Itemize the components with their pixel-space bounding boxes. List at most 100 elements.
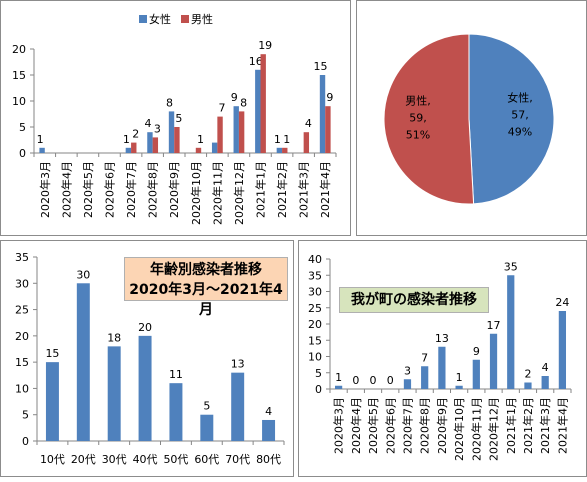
bar bbox=[125, 147, 132, 153]
bar bbox=[76, 283, 90, 441]
data-label: 4 bbox=[542, 361, 549, 374]
y-tick-label: 0 bbox=[315, 383, 322, 396]
data-label: 24 bbox=[555, 296, 569, 309]
age-chart-title-line1: 年齢別感染者推移 bbox=[150, 262, 262, 278]
y-tick-label: 25 bbox=[308, 302, 322, 315]
data-label: 0 bbox=[387, 374, 394, 387]
x-tick-label: 2020年3月 bbox=[38, 161, 52, 218]
age-chart: 0 5 10 15 20 25 30 35 15 30 18 20 11 5 13 4 10代 20代 30代 40代… bbox=[15, 251, 285, 466]
bar bbox=[319, 75, 326, 153]
data-label: 5 bbox=[175, 112, 182, 125]
data-label: 1 bbox=[283, 133, 290, 146]
x-tick-label: 2020年11月 bbox=[469, 397, 483, 461]
x-tick-label: 2021年4月 bbox=[318, 161, 332, 218]
x-tick-label: 2020年7月 bbox=[124, 161, 138, 218]
bar bbox=[334, 385, 343, 389]
data-label: 11 bbox=[169, 368, 183, 381]
y-tick-label: 25 bbox=[15, 304, 29, 317]
x-tick-label: 2021年2月 bbox=[275, 161, 289, 218]
pie-slice bbox=[468, 33, 555, 205]
bar bbox=[472, 359, 480, 389]
bar bbox=[507, 275, 515, 389]
x-tick-label: 2020年4月 bbox=[59, 161, 73, 218]
bar bbox=[403, 379, 412, 389]
y-tick-label: 0 bbox=[19, 147, 26, 160]
legend-label: 女性 bbox=[149, 12, 171, 26]
bar bbox=[260, 54, 266, 154]
data-label: 0 bbox=[370, 374, 377, 387]
data-label: 2 bbox=[132, 128, 139, 141]
x-tick-label: 60代 bbox=[194, 453, 219, 466]
age-chart-title-line2: 2020年3月～2021年4月 bbox=[129, 282, 283, 318]
town-chart-title: 我が町の感染者推移 bbox=[339, 287, 489, 313]
bar bbox=[233, 106, 239, 153]
x-tick-label: 2020年3月 bbox=[332, 397, 346, 454]
data-label: 5 bbox=[203, 400, 210, 413]
x-tick-label: 2020年9月 bbox=[167, 161, 181, 218]
x-tick-label: 2020年8月 bbox=[146, 161, 160, 218]
y-tick-label: 35 bbox=[308, 269, 322, 282]
bar bbox=[421, 366, 429, 389]
x-tick-label: 10代 bbox=[40, 453, 65, 466]
x-tick-label: 40代 bbox=[133, 453, 158, 466]
data-label: 17 bbox=[487, 319, 501, 332]
gender-monthly-chart-panel: 0 5 10 15 20 1 1 4 8 9 16 1 15 2 3 5 1 7 8 19 1 4 9 2020年3月 2020… bbox=[0, 0, 351, 236]
x-tick-label: 2020年11月 bbox=[210, 161, 224, 225]
y-tick-label: 30 bbox=[15, 277, 29, 290]
age-chart-title: 年齢別感染者推移 2020年3月～2021年4月 bbox=[124, 257, 288, 318]
data-label: 9 bbox=[326, 91, 333, 104]
y-tick-label: 20 bbox=[15, 330, 29, 343]
x-tick-label: 2021年1月 bbox=[254, 161, 268, 218]
bar bbox=[195, 147, 202, 153]
bar bbox=[168, 111, 175, 153]
data-label: 7 bbox=[219, 102, 226, 115]
y-tick-label: 15 bbox=[308, 334, 322, 347]
y-tick-label: 20 bbox=[12, 43, 26, 56]
bar bbox=[217, 116, 223, 153]
y-tick-label: 5 bbox=[19, 121, 26, 134]
x-tick-label: 2020年8月 bbox=[418, 397, 432, 454]
x-tick-label: 2020年7月 bbox=[400, 397, 414, 454]
bar bbox=[303, 132, 310, 153]
bar bbox=[524, 382, 532, 389]
x-tick-label: 2020年4月 bbox=[349, 397, 363, 454]
y-tick-label: 0 bbox=[22, 435, 29, 448]
x-tick-label: 2020年5月 bbox=[81, 161, 95, 218]
bar bbox=[211, 142, 218, 153]
bar bbox=[438, 346, 446, 389]
y-tick-label: 35 bbox=[15, 251, 29, 264]
age-chart-panel: 0 5 10 15 20 25 30 35 15 30 18 20 11 5 13 4 10代 20代 30代 40代… bbox=[0, 240, 294, 477]
bar bbox=[200, 414, 214, 441]
pie-slice bbox=[383, 33, 475, 205]
data-label: 1 bbox=[37, 133, 44, 146]
bar bbox=[489, 333, 498, 389]
y-tick-label: 40 bbox=[308, 253, 322, 266]
legend-swatch bbox=[139, 15, 147, 23]
gender-pie-chart: 女性, 57, 49% 男性, 59, 51% bbox=[383, 33, 555, 205]
data-label: 13 bbox=[231, 358, 245, 371]
bar bbox=[262, 419, 276, 441]
bar bbox=[558, 311, 567, 389]
data-label: 1 bbox=[274, 133, 281, 146]
data-label: 8 bbox=[166, 96, 173, 109]
data-label: 4 bbox=[305, 117, 312, 130]
bar bbox=[138, 335, 152, 441]
y-tick-label: 10 bbox=[12, 95, 26, 108]
x-tick-label: 2020年9月 bbox=[435, 397, 449, 454]
data-label: 8 bbox=[240, 96, 247, 109]
x-tick-label: 2020年10月 bbox=[189, 161, 203, 225]
bar bbox=[45, 362, 59, 441]
x-tick-label: 2020年6月 bbox=[103, 161, 117, 218]
pie-label: 男性, bbox=[405, 93, 431, 107]
data-label: 1 bbox=[197, 133, 204, 146]
town-chart-title-text: 我が町の感染者推移 bbox=[351, 292, 477, 308]
legend-label: 男性 bbox=[191, 12, 213, 26]
data-label: 15 bbox=[45, 347, 59, 360]
y-tick-label: 10 bbox=[308, 351, 322, 364]
x-tick-label: 20代 bbox=[71, 453, 96, 466]
bar bbox=[107, 346, 121, 441]
y-tick-label: 15 bbox=[15, 356, 29, 369]
data-label: 16 bbox=[249, 55, 263, 68]
